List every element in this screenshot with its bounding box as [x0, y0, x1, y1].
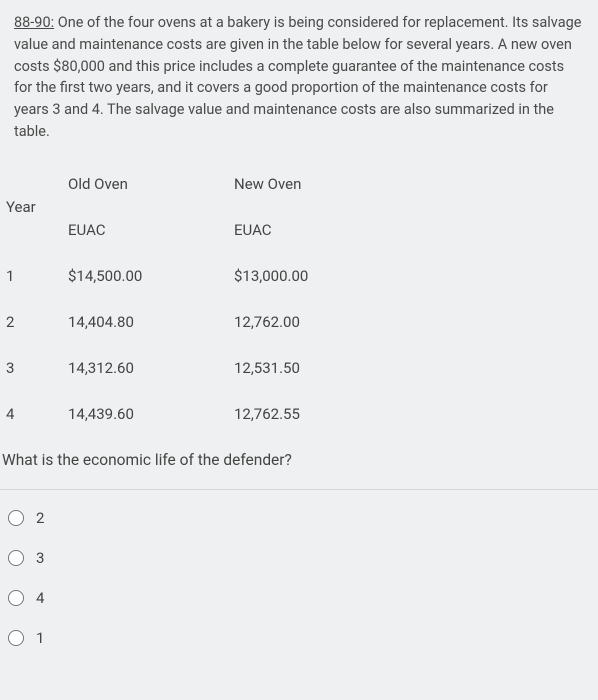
option-4[interactable]: 4 — [8, 578, 598, 618]
year-header: Year — [2, 161, 68, 253]
option-label: 4 — [36, 589, 44, 607]
year-cell: 3 — [2, 345, 68, 391]
table-header-row-1: Year Old Oven New Oven — [2, 161, 598, 207]
radio-1[interactable] — [8, 630, 24, 646]
option-3[interactable]: 3 — [8, 538, 598, 578]
question-number: 88-90: — [14, 14, 54, 31]
year-cell: 2 — [2, 299, 68, 345]
new-cell: 12,762.55 — [228, 391, 598, 437]
new-cell: 12,531.50 — [228, 345, 598, 391]
new-oven-header: New Oven — [228, 161, 598, 207]
new-euac-header: EUAC — [228, 207, 598, 253]
new-cell: $13,000.00 — [228, 253, 598, 299]
table-header-row-2: EUAC EUAC — [2, 207, 598, 253]
answer-options: 2 3 4 1 — [0, 490, 598, 658]
old-cell: 14,404.80 — [68, 299, 228, 345]
table-row: 1 $14,500.00 $13,000.00 — [2, 253, 598, 299]
year-cell: 4 — [2, 391, 68, 437]
problem-statement: 88-90: One of the four ovens at a bakery… — [0, 12, 598, 161]
new-cell: 12,762.00 — [228, 299, 598, 345]
radio-2[interactable] — [8, 510, 24, 526]
old-cell: $14,500.00 — [68, 253, 228, 299]
old-cell: 14,312.60 — [68, 345, 228, 391]
year-cell: 1 — [2, 253, 68, 299]
option-label: 1 — [36, 629, 44, 647]
radio-4[interactable] — [8, 590, 24, 606]
table-row: 4 14,439.60 12,762.55 — [2, 391, 598, 437]
option-1[interactable]: 1 — [8, 618, 598, 658]
old-cell: 14,439.60 — [68, 391, 228, 437]
option-label: 3 — [36, 549, 44, 567]
old-oven-header: Old Oven — [68, 161, 228, 207]
table-row: 2 14,404.80 12,762.00 — [2, 299, 598, 345]
question-text: What is the economic life of the defende… — [0, 437, 598, 490]
table-row: 3 14,312.60 12,531.50 — [2, 345, 598, 391]
option-2[interactable]: 2 — [8, 498, 598, 538]
problem-body: One of the four ovens at a bakery is bei… — [14, 14, 581, 140]
option-label: 2 — [36, 509, 44, 527]
old-euac-header: EUAC — [68, 207, 228, 253]
euac-table-wrap: Year Old Oven New Oven EUAC EUAC 1 $14,5… — [0, 161, 598, 437]
radio-3[interactable] — [8, 550, 24, 566]
euac-table: Year Old Oven New Oven EUAC EUAC 1 $14,5… — [2, 161, 598, 437]
